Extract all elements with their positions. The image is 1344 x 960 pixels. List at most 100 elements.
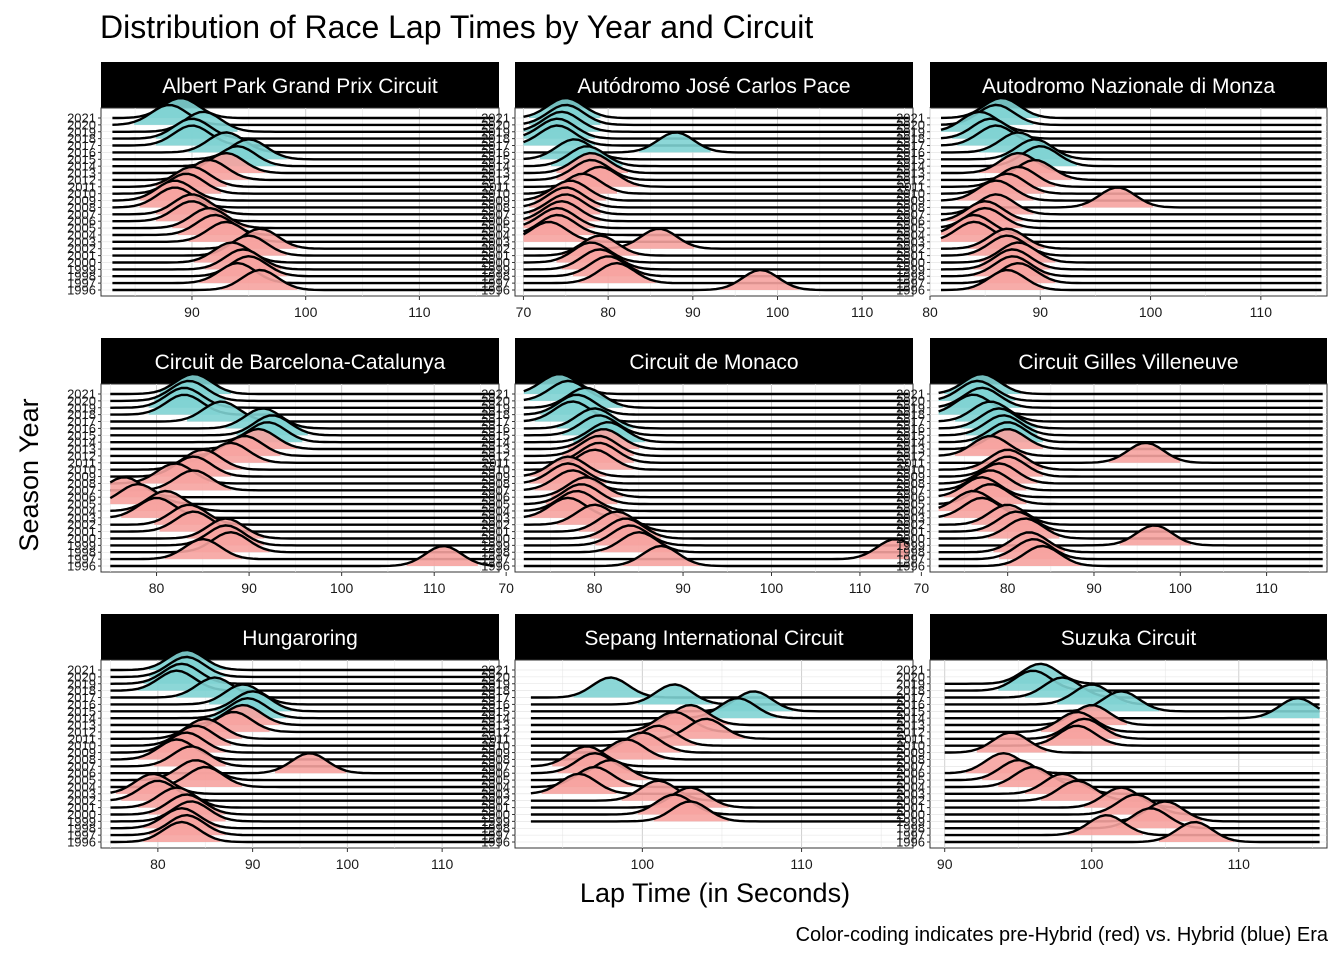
ridge-line-1998 <box>944 807 1320 830</box>
facet-panel: Circuit Gilles Villeneuve 199619971998199… <box>896 338 1328 596</box>
ridge-line-2009 <box>523 455 909 478</box>
ridge-line-1996 <box>110 820 495 844</box>
y-tick-label: 2011 <box>482 455 510 470</box>
y-tick-label: 2017 <box>67 690 96 705</box>
y-tick-label: 2012 <box>896 724 925 739</box>
y-tick-label: 2017 <box>67 414 96 429</box>
y-tick-label: 1997 <box>896 828 925 843</box>
ridge-line-2015 <box>938 414 1323 437</box>
y-tick-label: 2017 <box>481 690 510 705</box>
y-tick-label: 2008 <box>481 200 510 215</box>
ridge-fill-2015 <box>1084 691 1159 712</box>
y-tick-label: 2008 <box>67 200 96 215</box>
ridge-line-2012 <box>523 158 909 182</box>
y-tick-label: 2017 <box>67 138 96 153</box>
x-tick-label: 100 <box>760 580 784 596</box>
y-tick-label: 2004 <box>896 227 925 242</box>
ridge-line-2015 <box>112 138 494 161</box>
x-tick-label: 90 <box>245 856 261 872</box>
y-tick-label: 2014 <box>67 435 96 450</box>
y-tick-label: 1999 <box>896 814 925 829</box>
y-tick-label: 2014 <box>481 159 510 174</box>
y-tick-label: 2020 <box>67 117 96 132</box>
facet-strip-label: Circuit de Monaco <box>629 351 798 374</box>
ridge-line-2001 <box>110 510 495 533</box>
y-tick-label: 2010 <box>481 738 510 753</box>
y-tick-label: 2014 <box>481 711 510 726</box>
y-tick-label: 2021 <box>67 111 96 126</box>
ridge-line-1996 <box>110 544 495 568</box>
y-tick-label: 2016 <box>481 145 510 160</box>
y-tick-label: 2018 <box>481 407 510 422</box>
y-tick-label: 2006 <box>67 766 96 781</box>
ridge-line-2001 <box>523 234 909 257</box>
y-tick-label: 2012 <box>481 172 510 187</box>
ridge-line-1998 <box>941 255 1322 278</box>
x-tick-label: 90 <box>685 304 701 320</box>
facet-strip-label: Albert Park Grand Prix Circuit <box>162 75 438 98</box>
y-tick-label: 2001 <box>896 524 925 539</box>
ridge-line-1999 <box>940 248 1322 271</box>
y-tick-label: 2006 <box>896 214 925 229</box>
y-tick-label: 2003 <box>481 234 510 249</box>
y-tick-label: 2005 <box>67 221 96 236</box>
ridge-line-1999 <box>112 248 494 271</box>
ridge-line-2000 <box>944 793 1320 816</box>
y-tick-label: 2011 <box>68 455 96 470</box>
ridge-line-2006 <box>944 751 1320 775</box>
ridge-line-2003 <box>530 772 905 795</box>
ridge-line-2012 <box>110 434 495 458</box>
ridge-line-2019 <box>523 386 909 409</box>
ridge-line-1998 <box>112 254 494 278</box>
y-tick-label: 2005 <box>481 221 510 236</box>
ridge-line-2000 <box>941 241 1322 264</box>
y-tick-label: 2005 <box>67 773 96 788</box>
ridge-line-2018 <box>940 117 1322 140</box>
ridge-line-1999 <box>523 524 909 547</box>
y-tick-label: 2000 <box>896 531 925 546</box>
ridge-line-2005 <box>940 206 1322 230</box>
ridge-line-2002 <box>110 503 495 526</box>
y-tick-label: 2005 <box>481 773 510 788</box>
y-tick-label: 2009 <box>67 469 96 484</box>
ridge-line-2008 <box>110 462 495 485</box>
y-tick-label: 2001 <box>67 524 96 539</box>
ridge-line-2004 <box>523 489 909 513</box>
y-tick-label: 2007 <box>67 483 96 498</box>
y-tick-label: 1996 <box>67 283 96 298</box>
y-tick-label: 2010 <box>896 738 925 753</box>
y-tick-label: 2011 <box>482 731 510 746</box>
y-tick-label: 2008 <box>896 476 925 491</box>
y-tick-label: 2014 <box>481 435 510 450</box>
y-tick-label: 2015 <box>896 428 925 443</box>
ridge-line-2008 <box>938 462 1323 485</box>
y-tick-label: 2006 <box>896 490 925 505</box>
ridge-line-1997 <box>110 813 495 837</box>
y-tick-label: 2006 <box>67 490 96 505</box>
ridge-line-2013 <box>110 703 495 727</box>
x-tick-label: 110 <box>431 856 454 872</box>
ridge-fill-1996 <box>143 822 221 842</box>
facet-panel: Autodromo Nazionale di Monza 199619971998… <box>896 62 1328 320</box>
facet-strip-label: Suzuka Circuit <box>1061 627 1197 650</box>
y-tick-label: 2010 <box>481 186 510 201</box>
ridge-fill-1996 <box>1159 822 1234 842</box>
y-tick-label: 1997 <box>481 828 510 843</box>
y-tick-label: 2011 <box>482 179 510 194</box>
x-tick-label: 90 <box>675 580 691 596</box>
y-tick-label: 1999 <box>481 814 510 829</box>
ridge-line-2020 <box>110 379 495 403</box>
y-tick-label: 2015 <box>67 704 96 719</box>
y-tick-label: 2009 <box>67 193 96 208</box>
ridge-line-2020 <box>523 103 909 127</box>
ridge-line-2000 <box>112 241 494 264</box>
facet-strip-label: Autódromo José Carlos Pace <box>577 75 850 98</box>
ridge-line-2005 <box>938 483 1323 506</box>
y-tick-label: 2008 <box>481 752 510 767</box>
y-tick-label: 2019 <box>481 124 510 139</box>
x-tick-label: 80 <box>150 856 166 872</box>
ridge-line-2007 <box>530 745 905 768</box>
ridge-line-2004 <box>110 765 495 789</box>
ridge-line-2018 <box>110 393 495 416</box>
y-tick-label: 2007 <box>481 207 510 222</box>
